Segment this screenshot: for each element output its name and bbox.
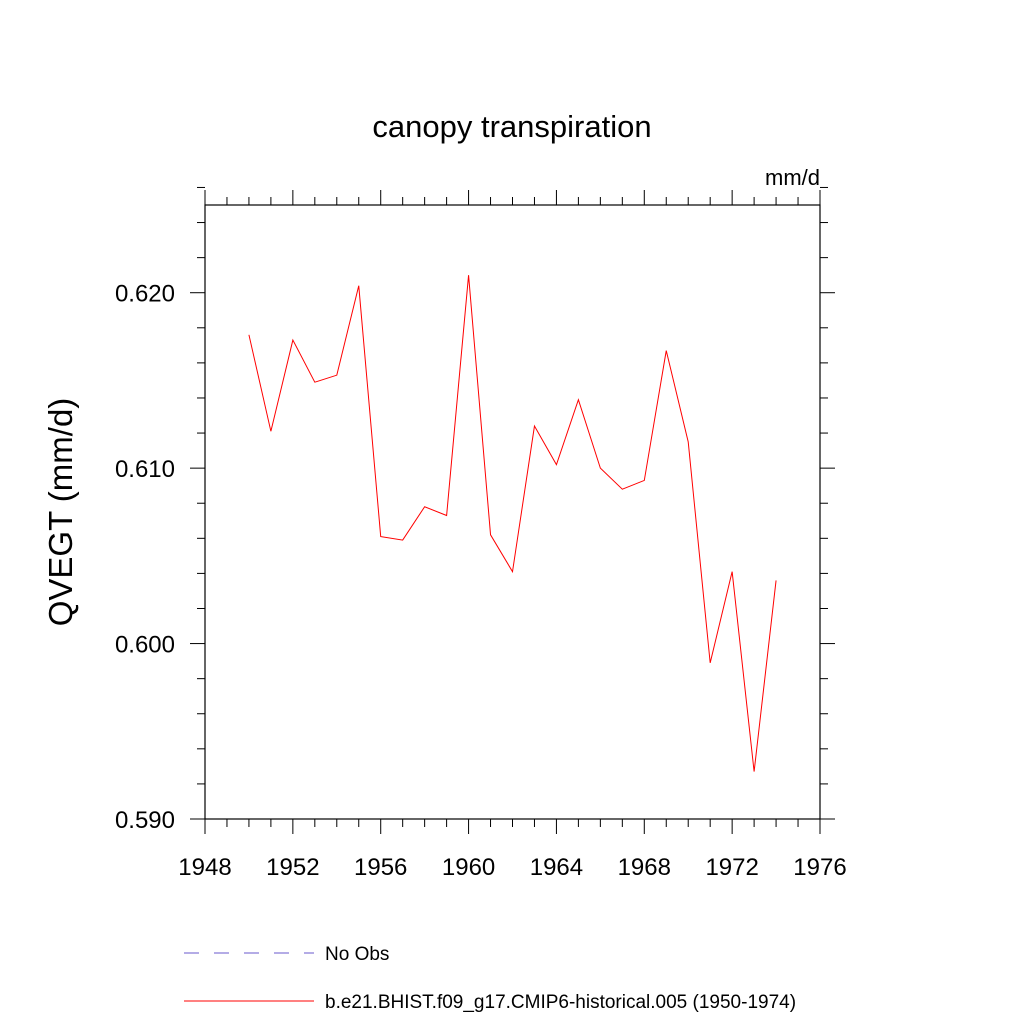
x-tick-label: 1960 xyxy=(442,854,495,881)
x-tick-label: 1976 xyxy=(793,854,846,881)
x-tick-label: 1956 xyxy=(354,854,407,881)
y-tick-label: 0.590 xyxy=(115,807,175,834)
x-tick-label: 1968 xyxy=(618,854,671,881)
x-axis: 1948 1952 1956 1960 1964 1968 1972 1976 xyxy=(178,190,847,881)
legend-label: b.e21.BHIST.f09_g17.CMIP6-historical.005… xyxy=(325,992,796,1013)
x-tick-label: 1952 xyxy=(266,854,319,881)
series-layer xyxy=(248,275,777,772)
chart-title: canopy transpiration xyxy=(372,109,651,144)
y-tick-label: 0.610 xyxy=(115,456,175,483)
y-axis: 0.590 0.600 0.610 0.620 xyxy=(115,186,835,834)
legend: No Obs b.e21.BHIST.f09_g17.CMIP6-historic… xyxy=(184,944,796,1013)
y-tick-label: 0.600 xyxy=(115,632,175,659)
units-label: mm/d xyxy=(765,165,820,190)
series-line xyxy=(248,275,777,772)
x-tick-label: 1948 xyxy=(178,854,231,881)
x-tick-label: 1964 xyxy=(530,854,583,881)
x-tick-label: 1972 xyxy=(705,854,758,881)
y-tick-label: 0.620 xyxy=(115,281,175,308)
y-axis-label: QVEGT (mm/d) xyxy=(42,398,79,627)
plot-frame xyxy=(204,204,821,820)
legend-label: No Obs xyxy=(325,944,389,965)
